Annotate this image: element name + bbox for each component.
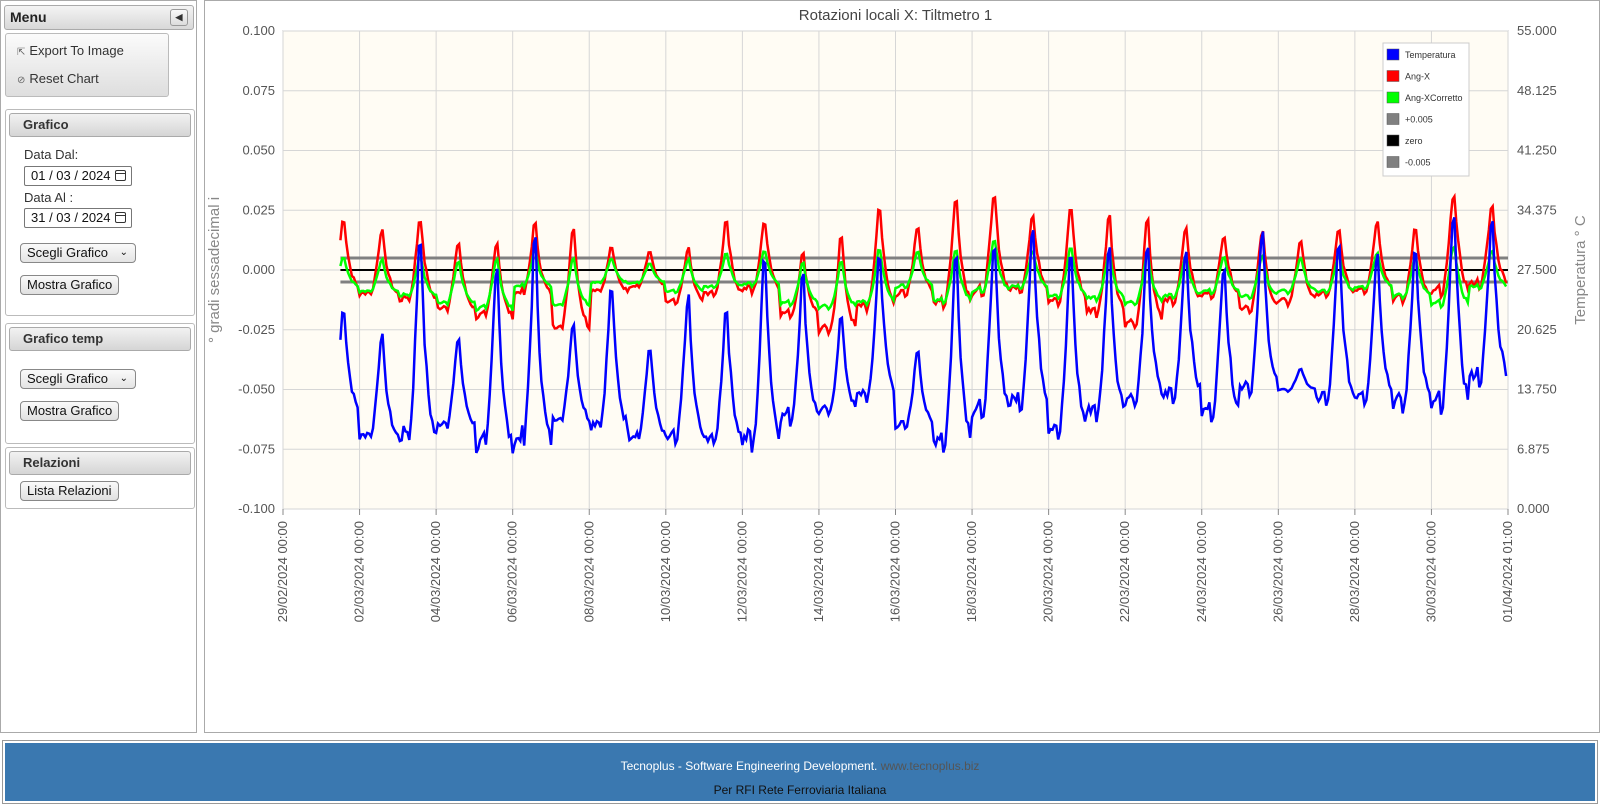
legend-swatch [1386,91,1400,104]
date-to-value: 31 / 03 / 2024 [31,210,111,225]
x-tick-label: 01/04/2024 01:00 [1500,521,1515,622]
date-from-value: 01 / 03 / 2024 [31,168,111,183]
y2-tick-label: 13.750 [1517,382,1557,397]
temp-chart-select-value: Scegli Grafico [27,371,108,386]
legend-box [1382,42,1470,177]
chevron-down-icon: ⌄ [119,373,128,384]
y2-tick-label: 34.375 [1517,202,1557,217]
legend-swatch [1386,70,1400,82]
y-tick-label: -0.075 [238,441,275,456]
sidebar: Menu ◀ ⇱ Export To Image ⊘ Reset Chart Gra… [0,0,197,733]
chart-panel: 0.100 55.000 0.075 48.125 0.050 41.250 0.025 34… [204,0,1600,733]
export-to-image-button[interactable]: ⇱ Export To Image [17,43,124,58]
footer-band: Tecnoplus - Software Engineering Develop… [5,743,1595,801]
relazioni-panel: Relazioni Lista Relazioni [5,447,195,509]
footer: Tecnoplus - Software Engineering Develop… [2,740,1598,804]
y-tick-label: 0.025 [242,202,275,217]
x-tick-label: 06/03/2024 00:00 [505,521,520,622]
x-tick-label: 10/03/2024 00:00 [658,521,673,622]
triangle-left-icon: ◀ [175,12,183,22]
calendar-icon[interactable] [115,212,126,223]
export-to-image-label: Export To Image [29,43,124,58]
x-tick-label: 22/03/2024 00:00 [1117,521,1132,622]
grafico-panel-header[interactable]: Grafico [9,113,191,137]
relazioni-panel-header[interactable]: Relazioni [9,451,191,475]
legend-label: Temperatura [1405,50,1456,60]
x-tick-label: 28/03/2024 00:00 [1347,521,1362,622]
y2-tick-label: 48.125 [1517,83,1557,98]
date-from-field[interactable]: 01 / 03 / 2024 [24,166,132,186]
x-tick-label: 30/03/2024 00:00 [1423,521,1438,622]
reset-chart-button[interactable]: ⊘ Reset Chart [17,71,99,86]
legend-swatch [1386,113,1400,125]
y2-tick-label: 27.500 [1517,262,1557,277]
x-tick-label: 12/03/2024 00:00 [734,521,749,622]
x-tick-label: 24/03/2024 00:00 [1194,521,1209,622]
x-tick-label: 20/03/2024 00:00 [1041,521,1056,622]
show-temp-chart-button[interactable]: Mostra Grafico [20,401,120,421]
grafico-panel: Grafico Data Dal: 01 / 03 / 2024 Data Al… [5,109,195,316]
legend-label: Ang-X [1405,72,1430,82]
x-tick-label: 16/03/2024 00:00 [888,521,903,622]
footer-line-1: Tecnoplus - Software Engineering Develop… [5,759,1595,773]
list-relations-button[interactable]: Lista Relazioni [20,481,119,501]
y2-tick-label: 0.000 [1517,501,1550,516]
legend-swatch [1386,48,1400,61]
y-tick-label: -0.100 [238,501,275,516]
legend-label: Ang-XCorretto [1405,93,1463,103]
legend-label: -0.005 [1405,158,1431,168]
footer-line-2: Per RFI Rete Ferroviaria Italiana [713,783,887,797]
external-link-icon: ⇱ [17,47,26,58]
legend-swatch [1386,156,1400,168]
y2-tick-label: 20.625 [1517,322,1557,337]
series-line-temperatura [339,217,1508,454]
footer-website-link[interactable]: www.tecnoplus.biz [880,759,980,773]
legend-label: +0.005 [1405,115,1433,125]
y-tick-label: 0.100 [242,23,275,38]
x-tick-label: 14/03/2024 00:00 [811,521,826,622]
x-tick-label: 26/03/2024 00:00 [1270,521,1285,622]
chart[interactable]: 0.100 55.000 0.075 48.125 0.050 41.250 0.025 34… [205,1,1599,732]
x-tick-label: 08/03/2024 00:00 [581,521,596,622]
menu-title: Menu [10,9,47,25]
date-to-field[interactable]: 31 / 03 / 2024 [24,208,132,228]
legend-label: zero [1405,136,1423,146]
temp-chart-select[interactable]: Scegli Grafico ⌄ [20,369,136,389]
y2-tick-label: 55.000 [1517,23,1557,38]
y2-axis-label: Temperatura ° C [1572,215,1589,325]
menu-actions: ⇱ Export To Image ⊘ Reset Chart [5,33,169,97]
y-tick-label: 0.000 [242,262,275,277]
y-tick-label: 0.075 [242,83,275,98]
y2-tick-label: 41.250 [1517,143,1557,158]
y2-tick-label: 6.875 [1517,441,1550,456]
x-tick-label: 29/02/2024 00:00 [275,521,290,622]
x-tick-label: 18/03/2024 00:00 [964,521,979,622]
chart-select[interactable]: Scegli Grafico ⌄ [20,243,136,263]
show-chart-button[interactable]: Mostra Grafico [20,275,120,295]
y-tick-label: -0.025 [238,322,275,337]
x-tick-label: 02/03/2024 00:00 [352,521,367,622]
grafico-temp-panel-header[interactable]: Grafico temp [9,327,191,351]
calendar-icon[interactable] [115,170,126,181]
reset-chart-label: Reset Chart [29,71,99,86]
y-axis-label: ° gradi sessadecimal i [206,197,223,343]
reset-icon: ⊘ [17,75,26,86]
legend-swatch [1386,134,1400,147]
collapse-menu-button[interactable]: ◀ [170,9,188,26]
chart-title: Rotazioni locali X: Tiltmetro 1 [799,7,992,24]
chevron-down-icon: ⌄ [119,247,128,258]
date-to-label: Data Al : [24,190,74,205]
date-from-label: Data Dal: [24,147,79,162]
y-tick-label: 0.050 [242,143,275,158]
menu-header: Menu ◀ [4,5,194,30]
y-tick-label: -0.050 [238,382,275,397]
chart-select-value: Scegli Grafico [27,245,108,260]
series-line-ang-x [339,192,1508,338]
x-tick-label: 04/03/2024 00:00 [428,521,443,622]
grafico-temp-panel: Grafico temp Scegli Grafico ⌄ Mostra Gra… [5,323,195,444]
footer-company: Tecnoplus - Software Engineering Develop… [620,759,878,773]
